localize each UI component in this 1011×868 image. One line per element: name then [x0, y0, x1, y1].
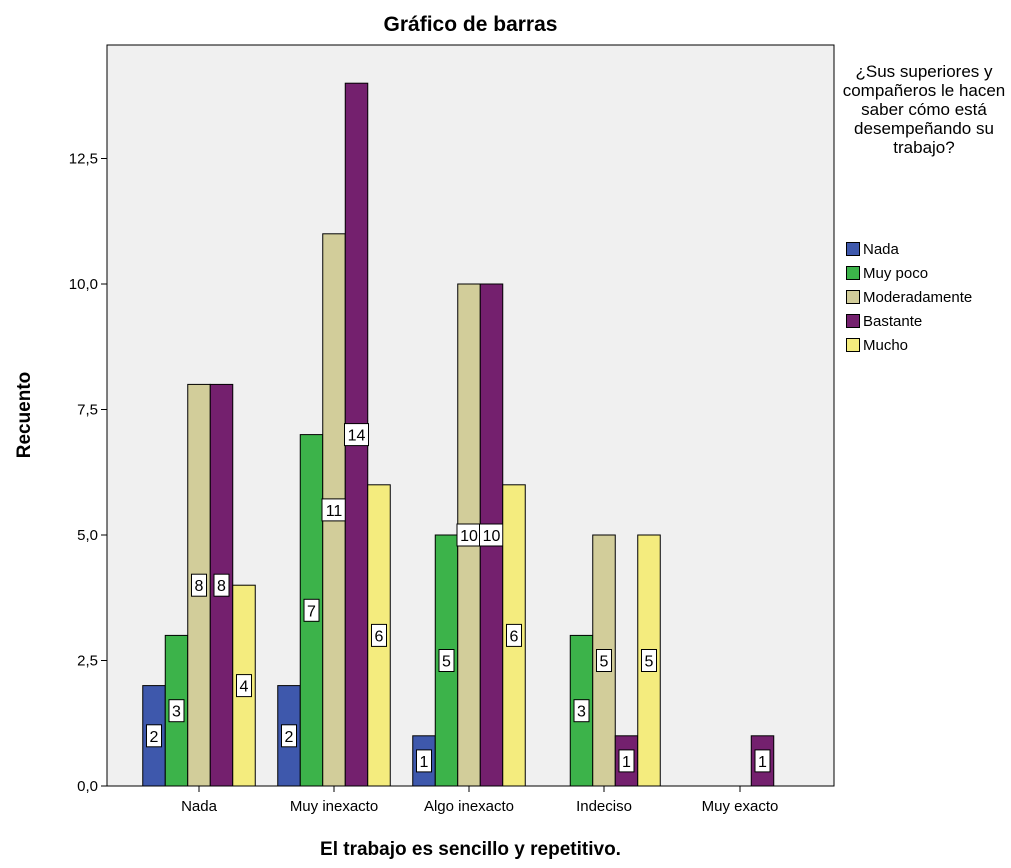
data-label-box	[344, 423, 369, 447]
legend-item: Muy poco	[846, 261, 972, 285]
data-label: 8	[217, 578, 226, 595]
data-label-box	[213, 573, 230, 597]
data-label-box	[506, 623, 522, 647]
legend-item: Moderadamente	[846, 285, 972, 309]
data-label-box	[146, 724, 162, 748]
x-tick-label: Algo inexacto	[424, 798, 514, 815]
data-label: 4	[240, 679, 249, 696]
data-label: 6	[375, 628, 384, 645]
y-tick-label: 2,5	[77, 653, 98, 670]
x-tick-label: Muy inexacto	[290, 798, 378, 815]
legend-swatch	[846, 314, 860, 328]
data-label: 5	[442, 654, 451, 671]
x-tick-label: Nada	[181, 798, 218, 815]
data-label-box	[618, 749, 635, 773]
chart-title: Gráfico de barras	[384, 13, 558, 36]
legend-swatch	[846, 266, 860, 280]
legend-swatch	[846, 338, 860, 352]
y-tick-label: 12,5	[69, 151, 98, 168]
data-label: 5	[600, 654, 609, 671]
legend-label: Muy poco	[863, 264, 929, 282]
legend-swatch	[846, 242, 860, 256]
data-label-box	[371, 623, 387, 647]
legend: Nada Muy poco Moderadamente Bastante Mucho	[846, 237, 972, 357]
data-label-box	[641, 649, 657, 672]
data-label-box	[236, 674, 252, 698]
data-label: 10	[460, 528, 478, 545]
data-label: 1	[622, 754, 631, 771]
legend-label: Bastante	[863, 312, 923, 330]
data-label: 2	[285, 729, 294, 746]
data-label: 10	[483, 528, 501, 545]
data-label: 7	[307, 603, 316, 620]
data-label-box	[303, 598, 320, 622]
y-tick-label: 10,0	[69, 276, 98, 293]
data-label: 6	[510, 628, 519, 645]
data-label: 3	[172, 704, 181, 721]
data-label-box	[596, 649, 612, 672]
legend-item: Mucho	[846, 333, 972, 357]
data-label-box	[416, 749, 432, 773]
legend-title: ¿Sus superiores y compañeros le hacen sa…	[842, 62, 1006, 157]
data-label-box	[281, 724, 297, 748]
legend-swatch	[846, 290, 860, 304]
data-label-box	[438, 649, 455, 672]
data-label-box	[191, 573, 207, 597]
x-tick-label: Indeciso	[576, 798, 632, 815]
legend-item: Bastante	[846, 309, 972, 333]
data-label: 1	[420, 754, 429, 771]
data-label: 11	[326, 503, 343, 520]
data-label-box	[168, 699, 185, 723]
data-label: 1	[758, 754, 767, 771]
y-tick-label: 0,0	[77, 778, 98, 795]
x-tick-label: Muy exacto	[702, 798, 779, 815]
data-label: 14	[348, 428, 366, 445]
data-label-box	[754, 749, 771, 773]
legend-label: Moderadamente	[863, 288, 973, 306]
legend-item: Nada	[846, 237, 972, 261]
y-tick-label: 5,0	[77, 527, 98, 544]
data-label: 2	[150, 729, 159, 746]
data-label: 5	[645, 654, 654, 671]
legend-label: Mucho	[863, 336, 909, 354]
data-label-box	[573, 699, 590, 723]
legend-label: Nada	[863, 240, 899, 258]
x-axis-label: El trabajo es sencillo y repetitivo.	[320, 839, 621, 860]
data-label: 3	[577, 704, 586, 721]
y-axis-label: Recuento	[14, 372, 35, 459]
data-label: 8	[195, 578, 204, 595]
y-tick-label: 7,5	[77, 402, 98, 419]
